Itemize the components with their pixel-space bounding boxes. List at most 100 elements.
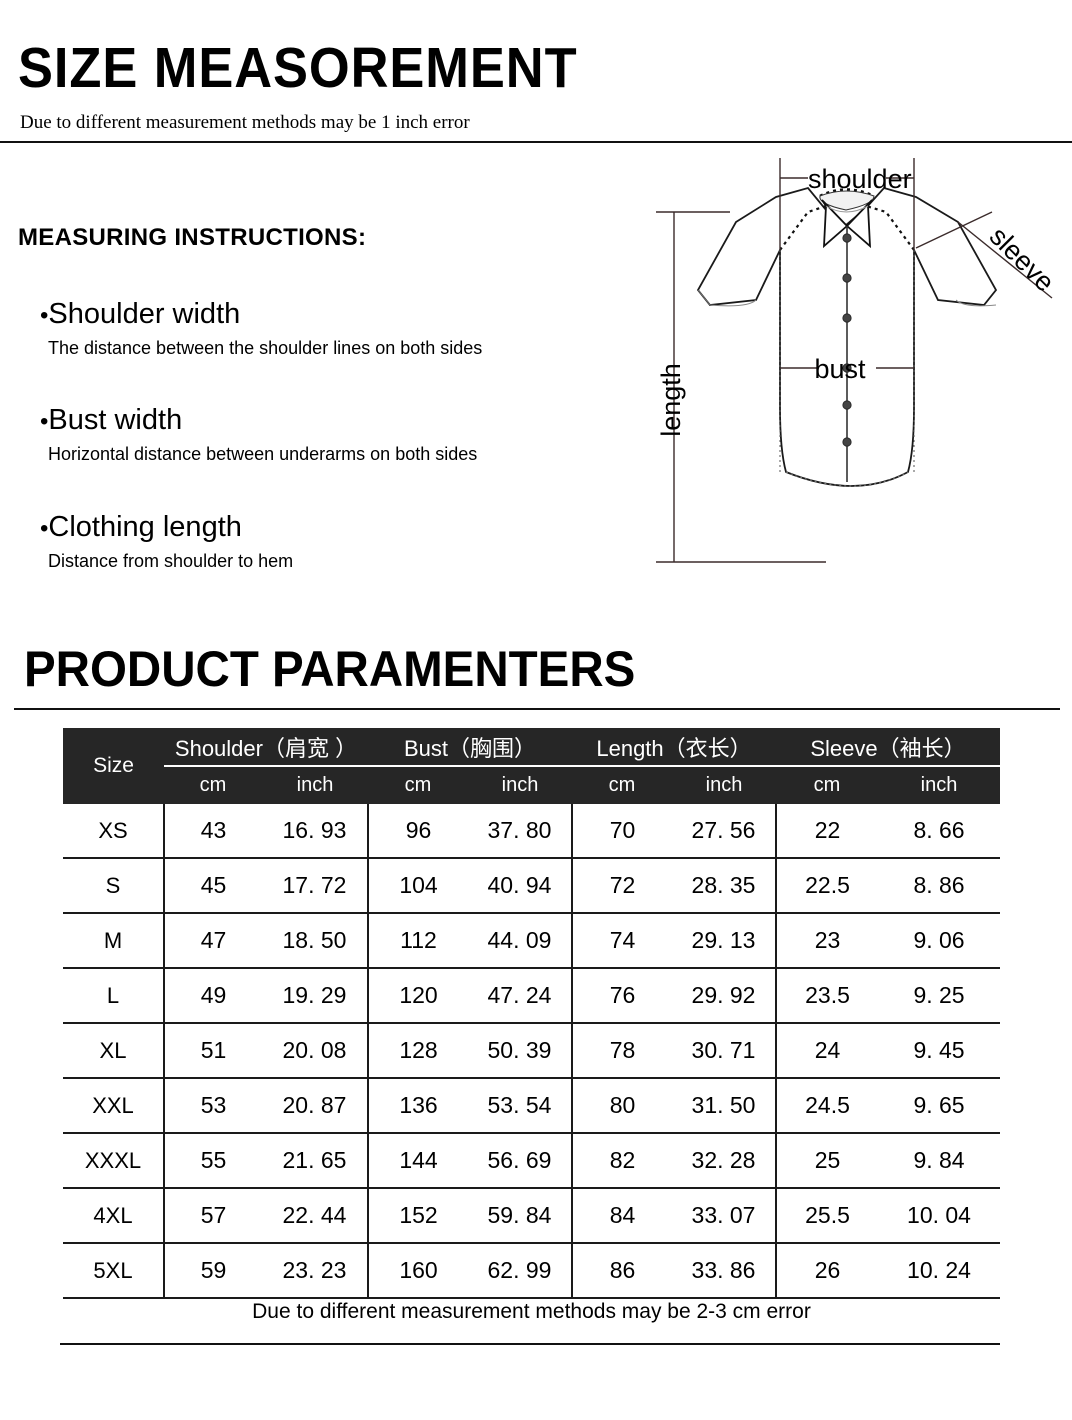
cell-shoulder-cm: 57 <box>164 1188 262 1244</box>
cell-shoulder-cm: 55 <box>164 1133 262 1189</box>
unit-header-bust-inch: inch <box>468 766 572 804</box>
instruction-description: Horizontal distance between underarms on… <box>48 444 478 464</box>
table-row: L 49 19. 29 120 47. 24 76 29. 92 23.5 9.… <box>63 968 1001 1024</box>
cell-size: XL <box>63 1023 165 1079</box>
cell-length-inch: 29. 13 <box>672 913 778 969</box>
table-row: M 47 18. 50 112 44. 09 74 29. 13 23 9. 0… <box>63 913 1001 969</box>
cell-bust-inch: 56. 69 <box>468 1133 573 1189</box>
divider-bottom <box>60 1343 1000 1345</box>
unit-header-bust-cm: cm <box>368 766 468 804</box>
cell-shoulder-inch: 22. 44 <box>262 1188 369 1244</box>
cell-bust-cm: 128 <box>368 1023 468 1079</box>
diagram-label-length: length <box>656 363 686 437</box>
instruction-bust-width: •Bust width Horizontal distance between … <box>40 404 478 464</box>
cell-shoulder-inch: 16. 93 <box>262 804 369 859</box>
table-row: 5XL 59 23. 23 160 62. 99 86 33. 86 26 10… <box>63 1243 1001 1299</box>
page-subtitle: Due to different measurement methods may… <box>20 112 470 133</box>
unit-header-length-inch: inch <box>672 766 777 804</box>
cell-shoulder-cm: 53 <box>164 1078 262 1134</box>
cell-bust-cm: 152 <box>368 1188 468 1244</box>
cell-sleeve-inch: 9. 25 <box>878 968 1001 1024</box>
divider-middle <box>14 708 1060 710</box>
table-header-unit-row: cm inch cm inch cm inch cm inch <box>63 766 1001 804</box>
divider-top <box>0 141 1072 143</box>
table-body: XS 43 16. 93 96 37. 80 70 27. 56 22 8. 6… <box>63 804 1001 1299</box>
cell-bust-inch: 47. 24 <box>468 968 573 1024</box>
table-header-group-row: Size Shoulder（肩宽 ） Bust（胸围） Length（衣长） S… <box>63 728 1001 804</box>
cell-length-inch: 33. 07 <box>672 1188 778 1244</box>
table-row: S 45 17. 72 104 40. 94 72 28. 35 22.5 8.… <box>63 858 1001 914</box>
cell-bust-cm: 160 <box>368 1243 468 1299</box>
unit-header-sleeve-inch: inch <box>878 766 1001 804</box>
cell-shoulder-cm: 45 <box>164 858 262 914</box>
column-header-sleeve: Sleeve（袖长） <box>776 728 1001 767</box>
column-header-size: Size <box>63 728 164 804</box>
cell-size: XS <box>63 804 165 859</box>
cell-bust-cm: 120 <box>368 968 468 1024</box>
cell-shoulder-inch: 21. 65 <box>262 1133 369 1189</box>
instruction-label: Shoulder width <box>48 298 241 330</box>
shirt-measurement-diagram: shoulder bust length sleeve <box>640 150 1072 570</box>
cell-bust-inch: 59. 84 <box>468 1188 573 1244</box>
cell-length-cm: 72 <box>572 858 672 914</box>
cell-shoulder-cm: 49 <box>164 968 262 1024</box>
cell-sleeve-cm: 25 <box>776 1133 879 1189</box>
cell-bust-inch: 62. 99 <box>468 1243 573 1299</box>
cell-bust-cm: 136 <box>368 1078 468 1134</box>
column-header-length: Length（衣长） <box>572 728 777 767</box>
cell-sleeve-cm: 22.5 <box>776 858 879 914</box>
cell-length-cm: 76 <box>572 968 672 1024</box>
cell-sleeve-cm: 24.5 <box>776 1078 879 1134</box>
cell-sleeve-cm: 26 <box>776 1243 879 1299</box>
cell-length-cm: 70 <box>572 804 672 859</box>
cell-sleeve-cm: 22 <box>776 804 879 859</box>
cell-sleeve-cm: 25.5 <box>776 1188 879 1244</box>
cell-shoulder-inch: 23. 23 <box>262 1243 369 1299</box>
table-footnote: Due to different measurement methods may… <box>252 1300 811 1323</box>
bullet-icon: • <box>40 408 49 435</box>
instruction-shoulder-width: •Shoulder width The distance between the… <box>40 298 482 358</box>
page-title: SIZE MEASOREMENT <box>18 36 578 100</box>
table-head: Size Shoulder（肩宽 ） Bust（胸围） Length（衣长） S… <box>63 728 1001 804</box>
cell-bust-inch: 53. 54 <box>468 1078 573 1134</box>
cell-size: 5XL <box>63 1243 165 1299</box>
cell-length-inch: 30. 71 <box>672 1023 778 1079</box>
cell-size: L <box>63 968 165 1024</box>
cell-size: XXXL <box>63 1133 165 1189</box>
diagram-label-bust: bust <box>814 354 866 384</box>
diagram-label-shoulder: shoulder <box>808 164 912 194</box>
cell-sleeve-inch: 9. 84 <box>878 1133 1001 1189</box>
cell-sleeve-cm: 23 <box>776 913 879 969</box>
instruction-label-row: •Clothing length <box>40 513 293 542</box>
diagram-label-sleeve: sleeve <box>984 221 1060 297</box>
cell-sleeve-inch: 8. 66 <box>878 804 1001 859</box>
cell-length-cm: 84 <box>572 1188 672 1244</box>
instruction-label: Bust width <box>48 404 183 436</box>
instruction-clothing-length: •Clothing length Distance from shoulder … <box>40 513 294 571</box>
cell-size: 4XL <box>63 1188 165 1244</box>
bullet-icon: • <box>40 302 49 329</box>
cell-shoulder-cm: 59 <box>164 1243 262 1299</box>
bullet-icon: • <box>40 515 49 542</box>
table-row: 4XL 57 22. 44 152 59. 84 84 33. 07 25.5 … <box>63 1188 1001 1244</box>
cell-sleeve-inch: 9. 45 <box>878 1023 1001 1079</box>
cell-length-inch: 31. 50 <box>672 1078 778 1134</box>
cell-shoulder-inch: 20. 87 <box>262 1078 369 1134</box>
cell-bust-cm: 96 <box>368 804 468 859</box>
table-row: XXXL 55 21. 65 144 56. 69 82 32. 28 25 9… <box>63 1133 1001 1189</box>
instruction-description: Distance from shoulder to hem <box>48 551 294 571</box>
cell-shoulder-cm: 43 <box>164 804 262 859</box>
cell-length-cm: 74 <box>572 913 672 969</box>
cell-bust-cm: 144 <box>368 1133 468 1189</box>
cell-bust-inch: 37. 80 <box>468 804 573 859</box>
table-row: XL 51 20. 08 128 50. 39 78 30. 71 24 9. … <box>63 1023 1001 1079</box>
cell-sleeve-inch: 8. 86 <box>878 858 1001 914</box>
size-table-container: Size Shoulder（肩宽 ） Bust（胸围） Length（衣长） S… <box>63 728 1001 1299</box>
unit-header-shoulder-inch: inch <box>262 766 368 804</box>
column-header-bust: Bust（胸围） <box>368 728 572 767</box>
cell-length-inch: 27. 56 <box>672 804 778 859</box>
cell-length-cm: 80 <box>572 1078 672 1134</box>
cell-shoulder-inch: 20. 08 <box>262 1023 369 1079</box>
measuring-instructions-heading: MEASURING INSTRUCTIONS: <box>18 224 367 251</box>
